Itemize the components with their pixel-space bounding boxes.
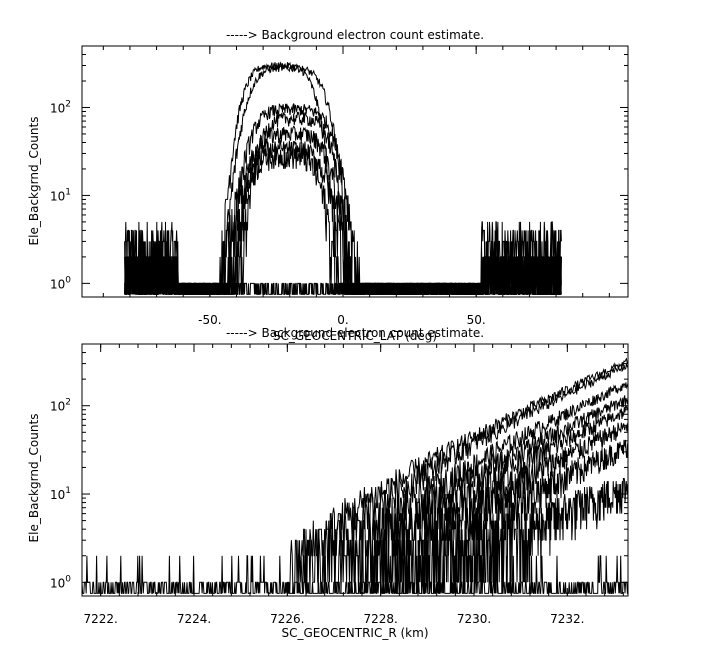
- bottom-y-axis-label: Ele_Backgrnd_Counts: [27, 414, 41, 543]
- rising-trace: [417, 439, 629, 594]
- bottom-data-traces: [81, 357, 629, 594]
- top-y-tick-label: 100: [50, 275, 71, 291]
- top-y-tick-label: 102: [50, 99, 71, 115]
- bottom-x-tick-label: 7228.: [363, 612, 397, 626]
- top-y-axis-label: Ele_Backgrnd_Counts: [27, 117, 41, 246]
- rising-trace: [300, 363, 629, 594]
- bottom-y-tick-label: 101: [50, 486, 71, 502]
- rising-trace: [450, 478, 629, 594]
- top-x-tick-label: 50.: [467, 313, 486, 327]
- bottom-chart-title: -----> Background electron count estimat…: [226, 326, 484, 340]
- panel-top: -----> Background electron count estimat…: [27, 28, 629, 343]
- rising-trace: [333, 382, 629, 594]
- panel-bottom: -----> Background electron count estimat…: [27, 326, 629, 640]
- bottom-y-tick-exponent: 0: [65, 574, 71, 584]
- bottom-x-tick-label: 7226.: [270, 612, 304, 626]
- bottom-y-tick-label: 102: [50, 398, 71, 414]
- top-x-tick-label: -50.: [198, 313, 221, 327]
- top-y-tick-exponent: 2: [65, 99, 71, 109]
- bottom-y-tick-exponent: 2: [65, 398, 71, 408]
- top-y-tick-exponent: 0: [65, 275, 71, 285]
- top-x-tick-label: 0.: [337, 313, 348, 327]
- top-plot-frame: [81, 45, 629, 298]
- top-data-traces: [124, 61, 562, 295]
- bottom-x-tick-label: 7224.: [177, 612, 211, 626]
- bottom-x-tick-label: 7232.: [550, 612, 584, 626]
- bottom-x-axis-label: SC_GEOCENTRIC_R (km): [282, 626, 429, 640]
- top-y-tick-exponent: 1: [65, 187, 71, 197]
- bottom-x-tick-label: 7230.: [457, 612, 491, 626]
- top-y-tick-label: 101: [50, 187, 71, 203]
- bottom-y-tick-label: 100: [50, 574, 71, 590]
- bottom-plot-frame: [81, 343, 629, 597]
- bottom-x-tick-label: 7222.: [83, 612, 117, 626]
- bottom-y-tick-exponent: 1: [65, 486, 71, 496]
- peak-trace: [124, 146, 562, 295]
- top-chart-title: -----> Background electron count estimat…: [226, 28, 484, 42]
- top-x-axis-label: SC_GEOCENTRIC_LAT (deg): [273, 329, 437, 343]
